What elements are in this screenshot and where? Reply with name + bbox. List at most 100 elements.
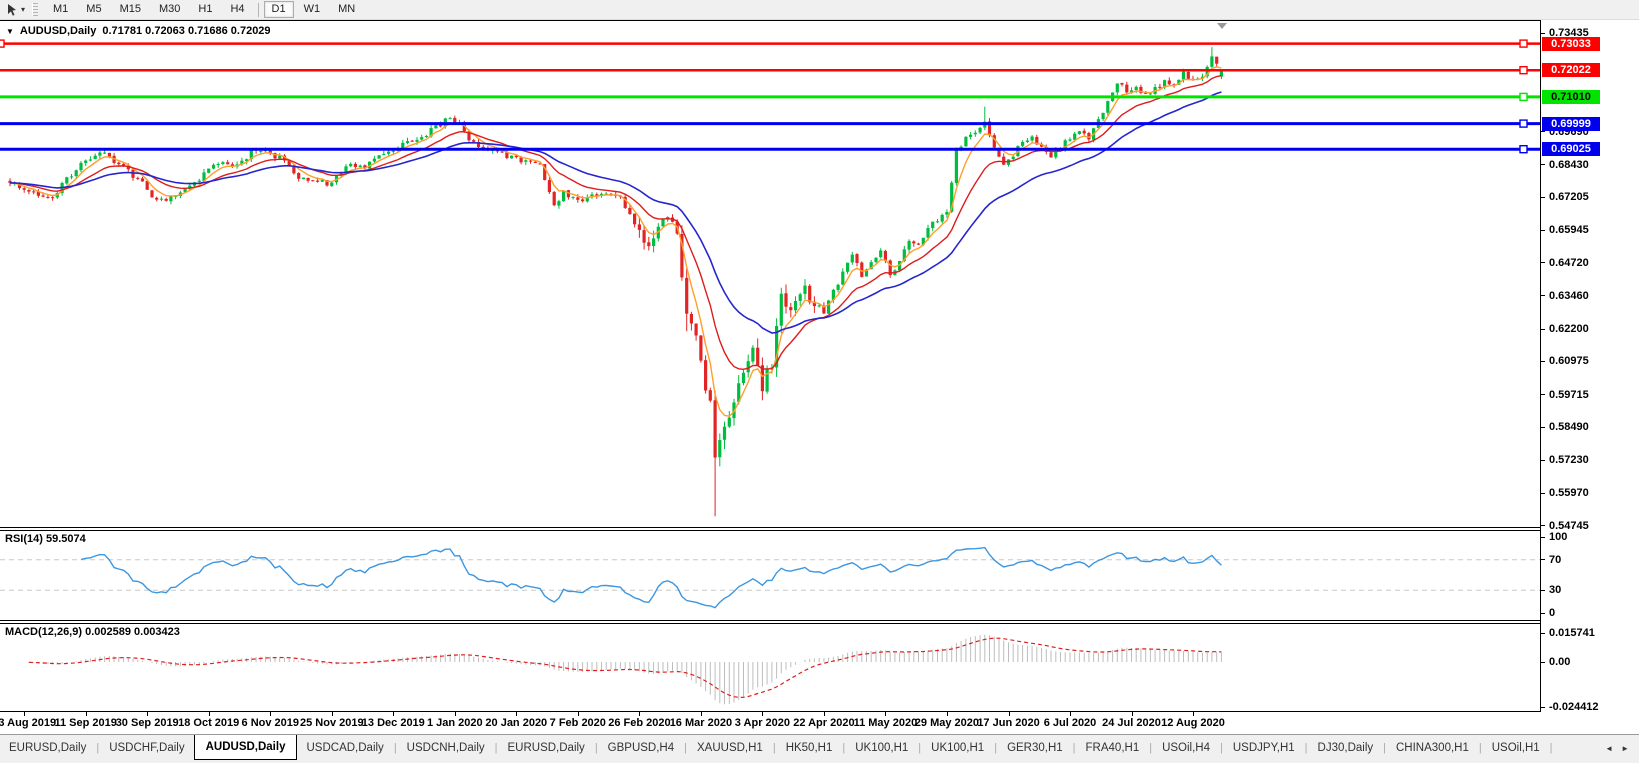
chart-tab-usoil-h1[interactable]: USOil,H1: [1491, 742, 1540, 754]
date-label: 11 Sep 2019: [54, 717, 117, 729]
chart-title: ▼ AUDUSD,Daily 0.71781 0.72063 0.71686 0…: [6, 25, 271, 37]
date-label: 26 Feb 2020: [608, 717, 671, 729]
date-tick-mark: [823, 712, 825, 716]
date-label: 29 May 2020: [914, 717, 979, 729]
macd-tick-mark: [1541, 632, 1545, 634]
rsi-tick-mark: [1541, 536, 1545, 538]
price-tick-label: 0.67205: [1549, 191, 1589, 204]
chart-tab-gbpusd-h4[interactable]: GBPUSD,H4: [607, 742, 675, 754]
macd-panel-top-border: [0, 623, 1639, 624]
date-label: 7 Feb 2020: [549, 717, 606, 729]
date-tick-mark: [1008, 712, 1010, 716]
price-tick-label: 0.55970: [1549, 487, 1589, 500]
chart-tab-audusd-daily[interactable]: AUDUSD,Daily: [193, 735, 298, 760]
chart-canvas[interactable]: [0, 20, 1540, 712]
toolbar-dropdown-caret[interactable]: ▾: [21, 5, 26, 14]
tab-separator: |: [918, 742, 922, 754]
date-tick-mark: [946, 712, 948, 716]
price-tick-label: 0.64720: [1549, 256, 1589, 269]
timeframe-button-w1[interactable]: W1: [303, 3, 321, 15]
rsi-indicator-label: RSI(14) 59.5074: [5, 533, 86, 545]
tab-scroll-right-icon[interactable]: ►: [1621, 743, 1629, 753]
timeframe-button-m30[interactable]: M30: [158, 3, 181, 15]
tab-scroll-left-icon[interactable]: ◄: [1605, 743, 1614, 753]
hline-price-label: 0.73033: [1542, 36, 1600, 51]
timeframe-button-d1[interactable]: D1: [263, 1, 294, 18]
date-label: 30 Sep 2019: [115, 717, 179, 729]
tab-separator: |: [772, 742, 776, 754]
chart-tab-usoil-h4[interactable]: USOil,H4: [1162, 742, 1211, 754]
macd-tick-label: 0.00: [1549, 656, 1571, 668]
tab-separator: |: [1383, 742, 1386, 754]
timeframe-button-mn[interactable]: MN: [338, 3, 356, 15]
chart-tab-usdcnh-daily[interactable]: USDCNH,Daily: [406, 742, 485, 754]
price-tick-mark: [1541, 525, 1545, 527]
tab-separator: |: [1549, 742, 1553, 754]
date-tick-mark: [700, 712, 702, 716]
timeframe-button-m5[interactable]: M5: [86, 3, 102, 15]
date-tick-mark: [516, 712, 518, 716]
chart-tab-xauusd-h1[interactable]: XAUUSD,H1: [697, 742, 763, 754]
chart-tab-usdchf-daily[interactable]: USDCHF,Daily: [109, 742, 185, 754]
price-tick-mark: [1541, 196, 1545, 198]
tab-separator: |: [494, 742, 498, 754]
price-tick-label: 0.59715: [1549, 388, 1589, 401]
toolbar-grip[interactable]: [32, 3, 39, 16]
date-label: 13 Dec 2019: [361, 717, 425, 729]
chart-tab-eurusd-daily[interactable]: EURUSD,Daily: [9, 742, 87, 754]
price-tick-label: 0.62200: [1549, 323, 1589, 336]
price-axis[interactable]: 0.73435 0.69690 0.68430 0.67205 0.65945 0.647…: [1541, 20, 1639, 713]
price-tick-mark: [1541, 164, 1545, 166]
rsi-tick-label: 70: [1549, 553, 1562, 566]
rsi-tick-mark: [1541, 612, 1545, 614]
chart-tab-usdjpy-h1[interactable]: USDJPY,H1: [1232, 742, 1295, 754]
date-tick-mark: [331, 712, 333, 716]
price-tick-label: 0.73435: [1549, 27, 1589, 39]
chart-title-dropdown-icon[interactable]: ▼: [6, 26, 14, 36]
rsi-tick-label: 30: [1549, 584, 1562, 597]
tab-separator: |: [994, 742, 998, 754]
timeframe-button-h4[interactable]: H4: [230, 3, 245, 15]
date-label: 25 Nov 2019: [299, 717, 364, 729]
macd-panel-bottom-border: [0, 711, 1639, 712]
timeframe-toolbar: ▾ M1 M5 M15 M30 H1 H4 D1 W1 MN: [0, 0, 1639, 20]
chart-tab-usdcad-daily[interactable]: USDCAD,Daily: [306, 742, 384, 754]
price-tick-label: 0.63460: [1549, 289, 1589, 302]
date-tick-mark: [885, 712, 887, 716]
date-tick-mark: [270, 712, 272, 716]
rsi-tick-label: 100: [1549, 531, 1568, 543]
rsi-tick-mark: [1541, 589, 1545, 591]
date-label: 23 Aug 2019: [0, 717, 57, 729]
tab-separator: |: [842, 742, 846, 754]
cursor-tool-icon[interactable]: [4, 3, 20, 17]
chart-tab-uk100-h1[interactable]: UK100,H1: [855, 742, 909, 754]
date-label: 17 Jun 2020: [977, 717, 1040, 729]
rsi-tick-label: 0: [1549, 607, 1556, 619]
date-tick-mark: [1193, 712, 1194, 716]
date-label: 6 Jul 2020: [1043, 717, 1097, 729]
chart-tab-uk100-h1[interactable]: UK100,H1: [931, 742, 985, 754]
date-label: 11 May 2020: [853, 717, 918, 729]
price-tick-mark: [1541, 360, 1545, 362]
date-tick-mark: [639, 712, 641, 716]
chart-tab-china300-h1[interactable]: CHINA300,H1: [1396, 742, 1469, 754]
chart-tab-fra40-h1[interactable]: FRA40,H1: [1085, 742, 1140, 754]
price-tick-mark: [1541, 426, 1545, 428]
price-tick-mark: [1541, 131, 1545, 133]
price-tick-mark: [1541, 492, 1545, 494]
date-tick-mark: [393, 712, 395, 716]
chart-tab-eurusd-daily[interactable]: EURUSD,Daily: [507, 742, 585, 754]
tab-separator: |: [1149, 742, 1153, 754]
timeframe-button-m1[interactable]: M1: [53, 3, 69, 15]
chart-tab-hk50-h1[interactable]: HK50,H1: [785, 742, 833, 754]
tab-separator: |: [684, 742, 687, 754]
date-tick-mark: [85, 712, 87, 716]
timeframe-button-m15[interactable]: M15: [119, 3, 141, 15]
tab-separator: |: [1220, 742, 1223, 754]
timeframe-button-h1[interactable]: H1: [198, 3, 213, 15]
chart-tab-dj30-daily[interactable]: DJ30,Daily: [1317, 742, 1374, 754]
date-tick-mark: [577, 712, 579, 716]
price-tick-label: 0.58490: [1549, 421, 1589, 433]
chart-tab-ger30-h1[interactable]: GER30,H1: [1007, 742, 1063, 754]
